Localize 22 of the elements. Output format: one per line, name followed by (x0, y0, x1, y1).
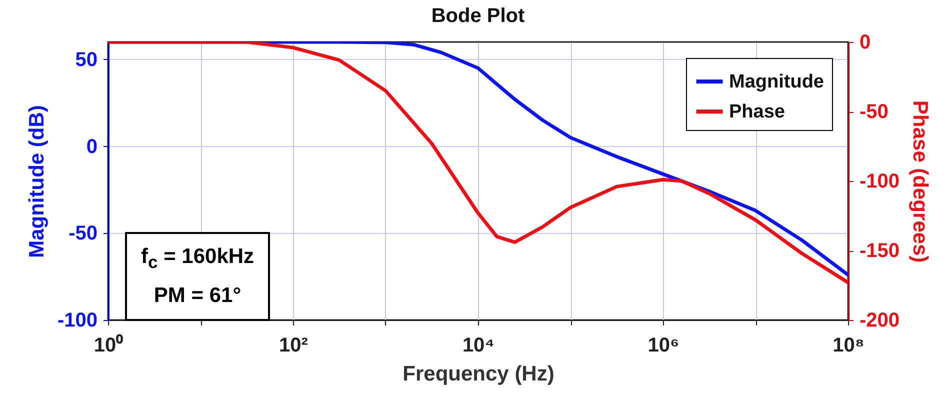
legend-label: Magnitude (729, 72, 824, 92)
annotation: PM = 61° (152, 283, 242, 310)
y2-tick-label: -200 (860, 310, 900, 332)
y2-tick-label: 0 (860, 32, 871, 54)
y-axis-title: Magnitude (dB) (25, 105, 48, 258)
y-tick-label: -50 (68, 222, 98, 245)
x-tick-label: 10⁸ (832, 334, 864, 356)
legend-label: Phase (729, 102, 785, 122)
y2-tick-label: -150 (860, 240, 900, 262)
y-tick-label: -100 (57, 310, 98, 332)
x-tick-label: 10⁴ (462, 334, 495, 356)
x-tick-label: 10⁰ (94, 334, 124, 356)
x-tick-label: 10² (279, 334, 308, 356)
annotation: f$_{c}$ = 160kHz (141, 244, 254, 274)
y2-tick-label: -100 (860, 170, 900, 192)
x-axis-title: Frequency (Hz) (402, 362, 554, 386)
chart-title: Bode Plot (431, 5, 525, 27)
y-tick-label: 50 (75, 48, 98, 71)
y2-tick-label: -50 (860, 101, 888, 123)
y2-axis-title: Phase (degrees) (908, 100, 932, 263)
x-tick-label: 10⁶ (648, 334, 680, 356)
y-tick-label: 0 (86, 136, 98, 158)
